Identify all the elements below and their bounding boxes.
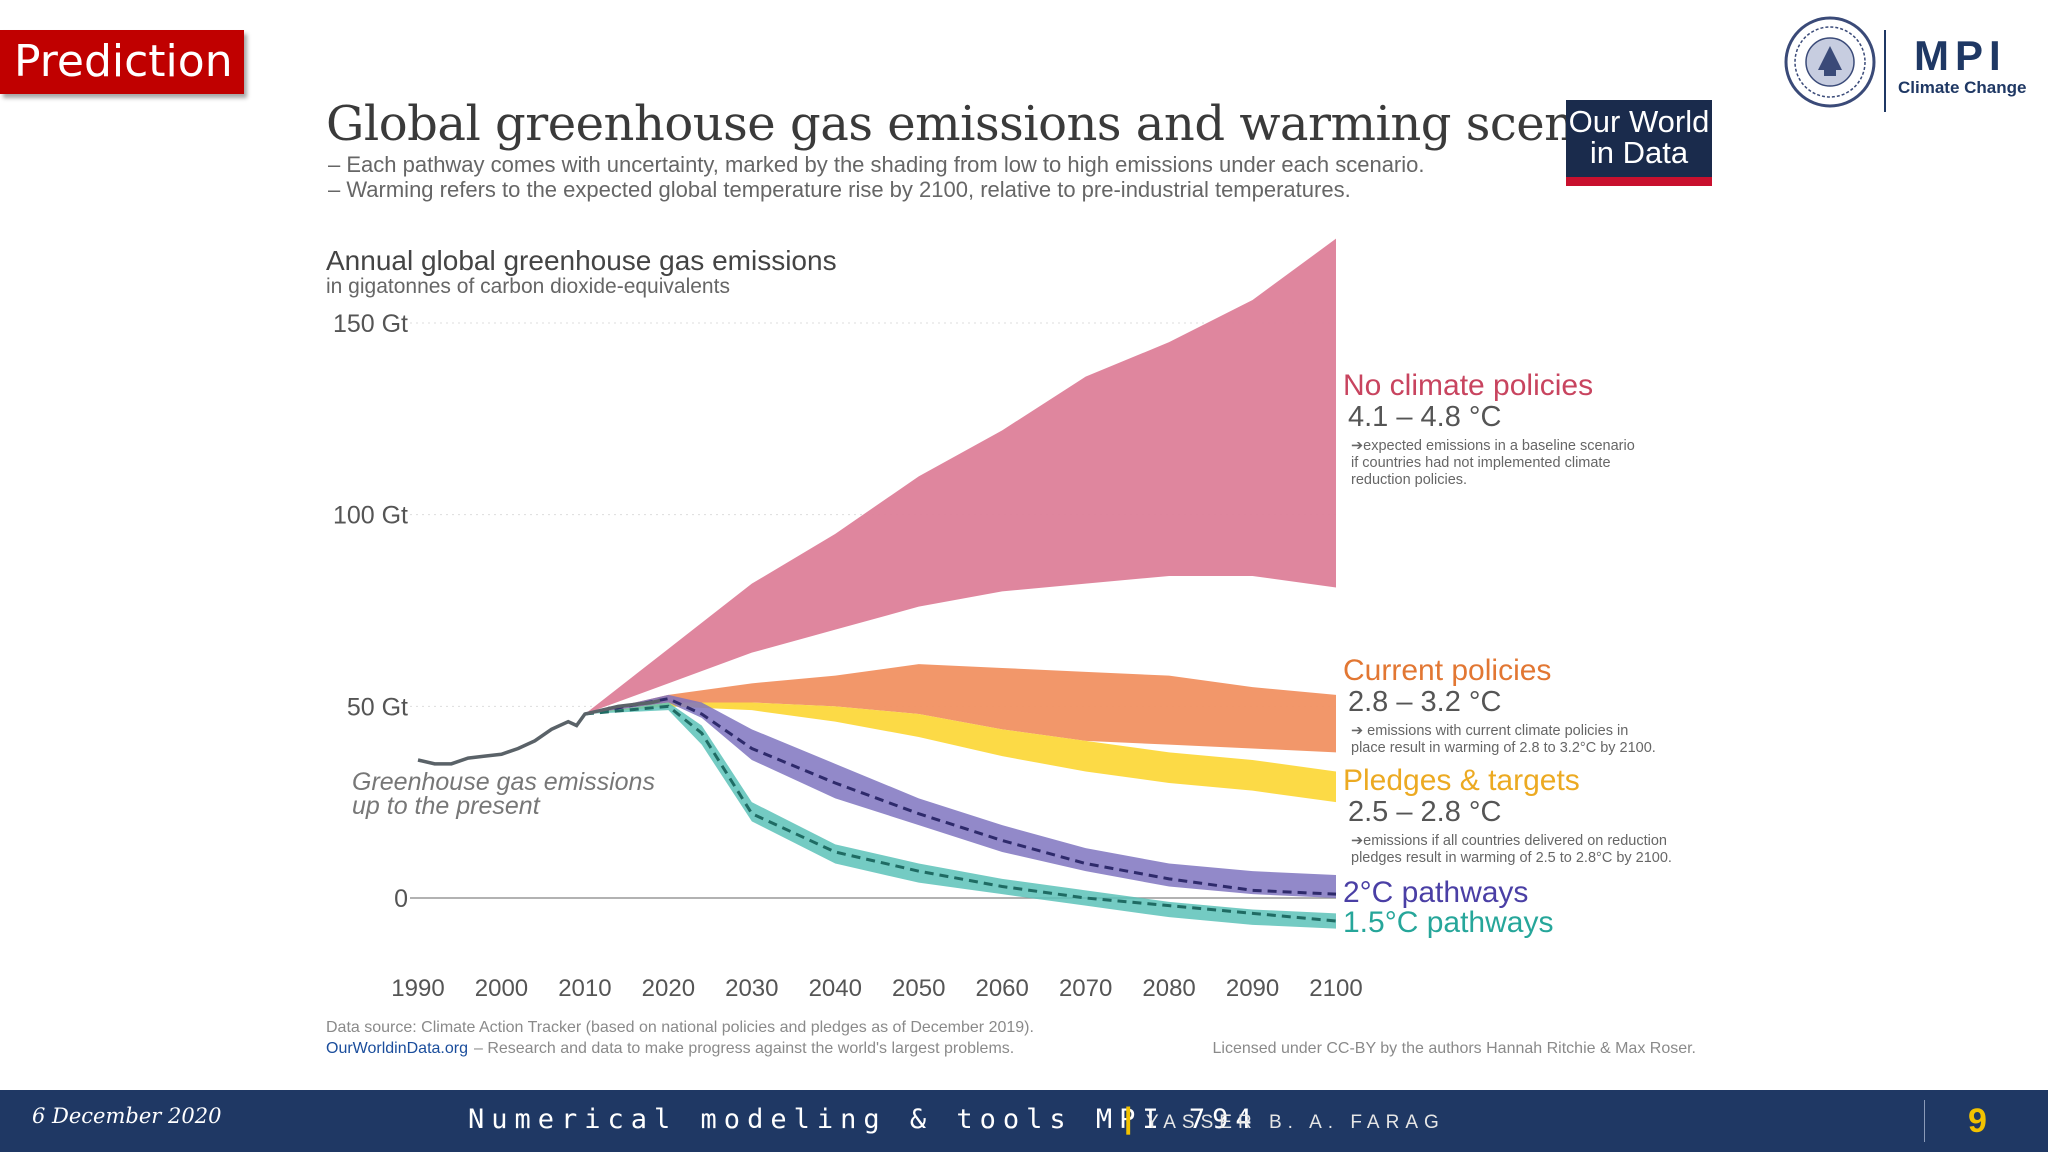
owid-logo: Our World in Data: [1566, 100, 1712, 186]
no-climate-policies-label: No climate policies: [1343, 369, 1593, 402]
x-tick-2030: 2030: [725, 975, 778, 1002]
y-tick-100: 100 Gt: [333, 502, 408, 530]
owid-logo-line1: Our World: [1568, 104, 1710, 139]
no-climate-policies-band: [584, 238, 1336, 714]
pledges-targets-label: Pledges & targets: [1343, 764, 1580, 797]
logo-divider: [1884, 30, 1886, 112]
page-number: 9: [1968, 1102, 1987, 1140]
owid-link[interactable]: OurWorldinData.org: [326, 1040, 468, 1057]
x-tick-2080: 2080: [1142, 975, 1195, 1002]
footer-divider: [1924, 1100, 1925, 1142]
y-axis-unit: in gigatonnes of carbon dioxide-equivale…: [326, 275, 730, 298]
logo-subtitle: Climate Change: [1898, 78, 2027, 97]
y-tick-50: 50 Gt: [347, 693, 408, 721]
no-climate-policies-range: 4.1 – 4.8 °C: [1348, 401, 1501, 433]
emissions-chart: Annual global greenhouse gas emissions i…: [326, 238, 1696, 1057]
pledges-targets-note-2: pledges result in warming of 2.5 to 2.8°…: [1351, 850, 1672, 866]
license-text: Licensed under CC-BY by the authors Hann…: [1212, 1040, 1696, 1057]
y-axis-title: Annual global greenhouse gas emissions: [326, 245, 837, 276]
x-tick-2060: 2060: [975, 975, 1028, 1002]
historical-emissions-line: [417, 698, 661, 766]
current-policies-label: Current policies: [1343, 654, 1551, 687]
x-tick-2010: 2010: [558, 975, 611, 1002]
footer-author: YASSER B. A. FARAG: [1146, 1112, 1445, 1133]
pledges-targets-band: [584, 702, 1336, 803]
2c-pathways-band: [584, 694, 1336, 898]
1-5c-pathways-band: [584, 702, 1336, 929]
x-tick-2070: 2070: [1059, 975, 1112, 1002]
chart-subtitle-1: – Each pathway comes with uncertainty, m…: [328, 152, 1425, 177]
historical-label-line1: Greenhouse gas emissions: [352, 768, 655, 796]
no-climate-policies-note-2: if countries had not implemented climate: [1351, 455, 1611, 471]
owid-tagline: – Research and data to make progress aga…: [474, 1040, 1014, 1057]
no-climate-policies-note-3: reduction policies.: [1351, 472, 1467, 488]
current-policies-note-1: ➔ emissions with current climate policie…: [1351, 723, 1628, 739]
mpi-logo: MPI Climate Change: [1780, 12, 2030, 112]
university-seal-icon: [1784, 16, 1876, 108]
1-5c-pathways-label: 1.5°C pathways: [1343, 906, 1553, 939]
owid-logo-line2: in Data: [1589, 135, 1689, 170]
x-tick-2000: 2000: [475, 975, 528, 1002]
current-policies-band: [584, 664, 1336, 753]
footer-date: 6 December 2020: [32, 1104, 222, 1128]
historical-label-line2: up to the present: [352, 792, 541, 820]
current-policies-range: 2.8 – 3.2 °C: [1348, 686, 1501, 718]
section-badge: Prediction: [0, 30, 244, 94]
logo-title: MPI: [1914, 32, 2007, 79]
data-source: Data source: Climate Action Tracker (bas…: [326, 1019, 1034, 1036]
slide-footer: 6 December 2020 Numerical modeling & too…: [0, 1090, 2048, 1152]
footer-separator: |: [1124, 1102, 1133, 1135]
current-policies-note-2: place result in warming of 2.8 to 3.2°C …: [1351, 740, 1656, 756]
x-tick-2020: 2020: [642, 975, 695, 1002]
x-tick-2050: 2050: [892, 975, 945, 1002]
y-tick-0: 0: [394, 885, 408, 913]
2c-pathways-median: [584, 697, 1337, 896]
no-climate-policies-note-1: ➔expected emissions in a baseline scenar…: [1351, 438, 1635, 454]
1-5c-pathways-median: [584, 704, 1337, 923]
x-tick-2090: 2090: [1226, 975, 1279, 1002]
x-tick-1990: 1990: [391, 975, 444, 1002]
pledges-targets-range: 2.5 – 2.8 °C: [1348, 796, 1501, 828]
footer-course: Numerical modeling & tools MPI 794: [468, 1104, 1259, 1135]
chart-title: Global greenhouse gas emissions and warm…: [326, 96, 1693, 152]
x-tick-2100: 2100: [1309, 975, 1362, 1002]
chart-subtitle-2: – Warming refers to the expected global …: [328, 177, 1351, 202]
2c-pathways-label: 2°C pathways: [1343, 876, 1528, 909]
owid-credit: OurWorldinData.org – Research and data to…: [326, 1040, 1014, 1057]
pledges-targets-note-1: ➔emissions if all countries delivered on…: [1351, 833, 1667, 849]
y-tick-150: 150 Gt: [333, 310, 408, 338]
x-tick-2040: 2040: [809, 975, 862, 1002]
